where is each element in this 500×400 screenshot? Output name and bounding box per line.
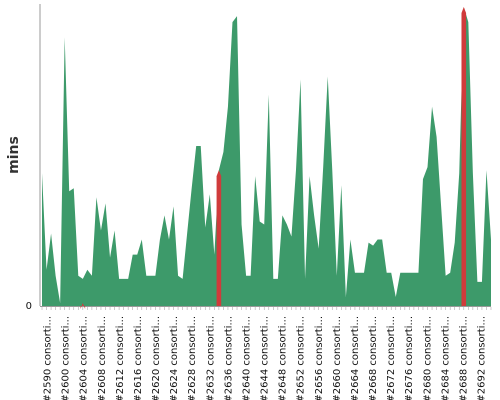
x-tick-label: #2648 consorti... <box>278 316 289 400</box>
highlight-layer <box>80 7 467 309</box>
x-tick-label: #2632 consorti... <box>205 316 216 400</box>
x-tick-label: #2640 consorti... <box>241 316 252 400</box>
x-tick-label: #2644 consorti... <box>260 316 271 400</box>
x-tick-label: #2608 consorti... <box>97 316 108 400</box>
series-area <box>42 7 491 307</box>
x-tick-label: #2624 consorti... <box>169 316 180 400</box>
x-ticks: #2590 consorti... #2600 consorti... #2604 … <box>41 307 492 400</box>
x-tick-label: #2612 consorti... <box>115 316 126 400</box>
x-tick-label: #2636 consorti... <box>223 316 234 400</box>
x-tick-label: #2684 consorti... <box>440 316 451 400</box>
area-layer <box>42 7 491 307</box>
y-tick-label: 0 <box>26 301 32 312</box>
x-tick-label: #2672 consorti... <box>386 316 397 400</box>
x-tick-label: #2656 consorti... <box>314 316 325 400</box>
x-tick-label: #2604 consorti... <box>79 316 90 400</box>
x-tick-label: #2664 consorti... <box>350 316 361 400</box>
highlighted-point <box>216 170 222 306</box>
x-tick-label: #2628 consorti... <box>187 316 198 400</box>
x-tick-label: #2616 consorti... <box>133 316 144 400</box>
x-tick-label: #2652 consorti... <box>296 316 307 400</box>
highlighted-point <box>80 302 86 309</box>
x-tick-label: #2668 consorti... <box>368 316 379 400</box>
x-tick-label: #2600 consorti... <box>61 316 72 400</box>
x-tick-label: #2692 consorti... <box>477 316 488 400</box>
x-tick-label: #2688 consorti... <box>458 316 469 400</box>
x-tick-label: #2680 consorti... <box>422 316 433 400</box>
x-tick-label: #2660 consorti... <box>332 316 343 400</box>
highlighted-point <box>461 7 467 307</box>
x-tick-label: #2676 consorti... <box>404 316 415 400</box>
y-axis-title: mins <box>6 136 22 174</box>
x-tick-label: #2620 consorti... <box>151 316 162 400</box>
x-tick-label: #2590 consorti... <box>43 316 54 400</box>
